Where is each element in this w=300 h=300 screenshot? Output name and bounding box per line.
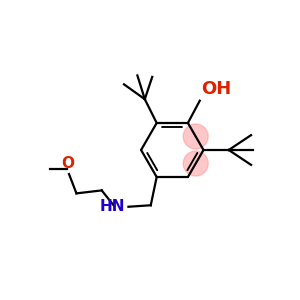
Text: O: O (61, 156, 74, 171)
Text: OH: OH (201, 80, 232, 98)
Text: HN: HN (100, 199, 125, 214)
Circle shape (183, 124, 208, 149)
Circle shape (183, 151, 208, 176)
